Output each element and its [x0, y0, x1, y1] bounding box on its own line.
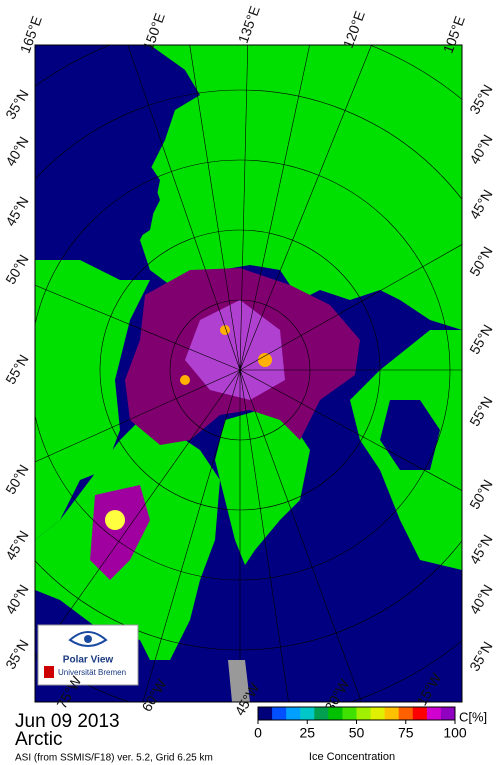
colorbar-unit: C[%]: [459, 709, 487, 724]
colorbar-tick-label: 25: [299, 725, 315, 741]
colorbar-segment: [412, 707, 428, 720]
region: Arctic: [15, 729, 63, 750]
colorbar-segment: [328, 707, 343, 720]
sea-ice: [258, 353, 272, 367]
colorbar-segment: [440, 707, 456, 720]
no-data: [228, 660, 250, 702]
date-title: Jun 09 2013: [15, 711, 120, 732]
logo-name: Polar View: [63, 655, 114, 666]
colorbar-segment: [370, 707, 386, 720]
colorbar-segment: [342, 707, 357, 720]
logo: Polar View Universität Bremen: [37, 624, 139, 686]
colorbar-segment: [272, 707, 287, 720]
colorbar-segment: [384, 707, 400, 720]
ocean: [380, 400, 440, 470]
logo-institution: Universität Bremen: [58, 668, 126, 677]
land: [140, 45, 462, 330]
colorbar: 0 25 50 75 100: [254, 706, 467, 741]
logo-eye: [68, 631, 108, 647]
land: [35, 260, 150, 540]
ocean: [60, 45, 185, 250]
colorbar-segment: [356, 707, 372, 720]
colorbar-segment: [398, 707, 414, 720]
colorbar-label: Ice Concentration: [309, 751, 395, 763]
land: [215, 410, 310, 565]
colorbar-segment: [300, 707, 315, 720]
colorbar-segment: [426, 707, 442, 720]
colorbar-segment: [314, 707, 329, 720]
sea-ice: [90, 485, 150, 580]
sea-ice: [220, 325, 230, 335]
sea-ice: [185, 300, 285, 400]
logo-eye: [84, 635, 92, 643]
colorbar-tick-label: 75: [398, 725, 414, 741]
colorbar-segment: [258, 707, 273, 720]
colorbar-tick-label: 100: [443, 725, 467, 741]
colorbar-tick-label: 50: [349, 725, 365, 741]
sea-ice: [105, 510, 125, 530]
sea-ice: [180, 375, 190, 385]
caption: ASI (from SSMIS/F18) ver. 5.2, Grid 6.25…: [15, 753, 213, 764]
colorbar-segment: [286, 707, 301, 720]
logo-mark: [44, 666, 54, 678]
logo-box: [37, 624, 139, 686]
map-frame: [34, 44, 463, 703]
colorbar-tick-label: 0: [254, 725, 262, 741]
